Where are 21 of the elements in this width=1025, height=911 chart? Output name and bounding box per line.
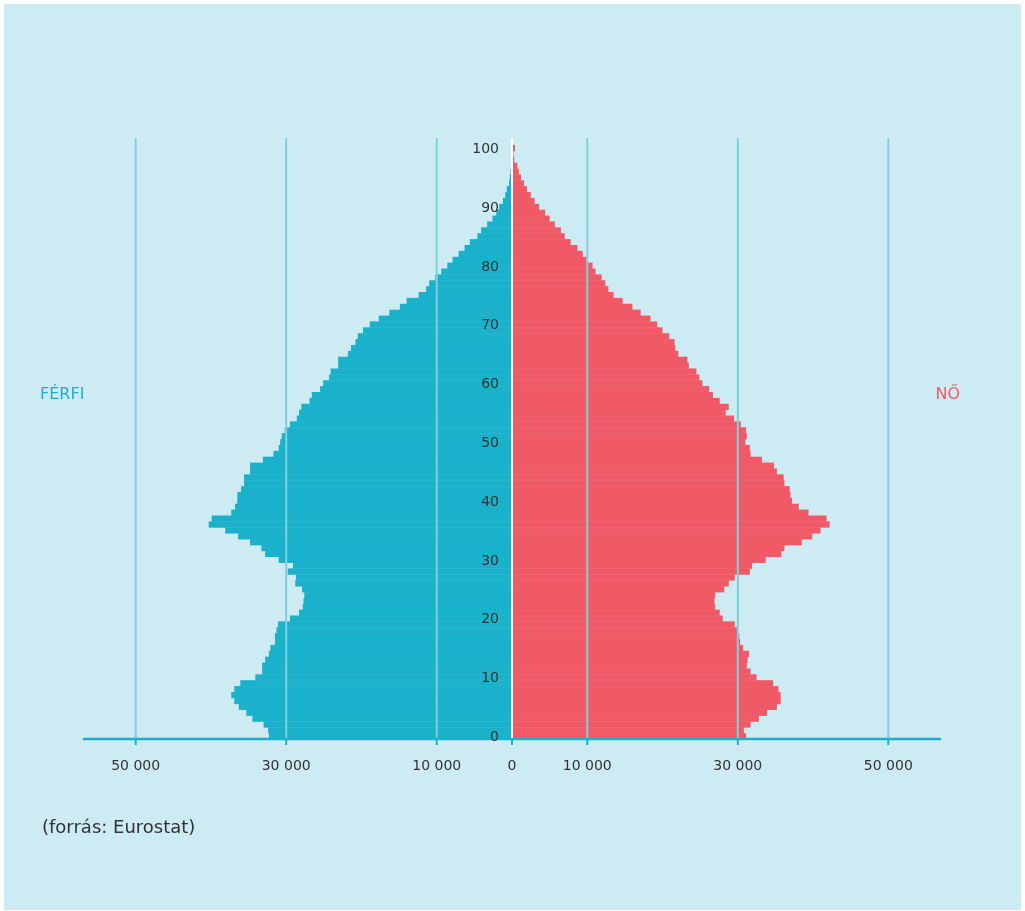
x-tick-label: 10 000 bbox=[412, 757, 462, 773]
text: FÉRFI bbox=[40, 384, 85, 403]
y-tick-label: 0 bbox=[490, 728, 499, 745]
x-tick-label: 50 000 bbox=[863, 757, 913, 773]
x-tick-label: 10 000 bbox=[562, 757, 612, 773]
y-tick-label: 40 bbox=[481, 492, 499, 509]
y-tick-label: 60 bbox=[481, 375, 499, 392]
y-tick-label: 10 bbox=[481, 669, 499, 686]
text: (forrás: Eurostat) bbox=[42, 816, 196, 837]
y-tick-label: 70 bbox=[481, 316, 499, 333]
x-tick-label: 30 000 bbox=[261, 757, 311, 773]
y-tick-label: 80 bbox=[481, 257, 499, 274]
y-tick-label: 90 bbox=[481, 198, 499, 215]
text: NŐ bbox=[935, 383, 960, 403]
y-tick-label: 20 bbox=[481, 610, 499, 627]
x-tick-label: 0 bbox=[507, 757, 517, 773]
y-tick-label: 100 bbox=[472, 139, 499, 156]
y-tick-label: 30 bbox=[481, 551, 499, 568]
y-tick-label: 50 bbox=[481, 434, 499, 450]
x-tick-label: 30 000 bbox=[713, 757, 763, 773]
x-tick-label: 50 000 bbox=[111, 757, 161, 773]
